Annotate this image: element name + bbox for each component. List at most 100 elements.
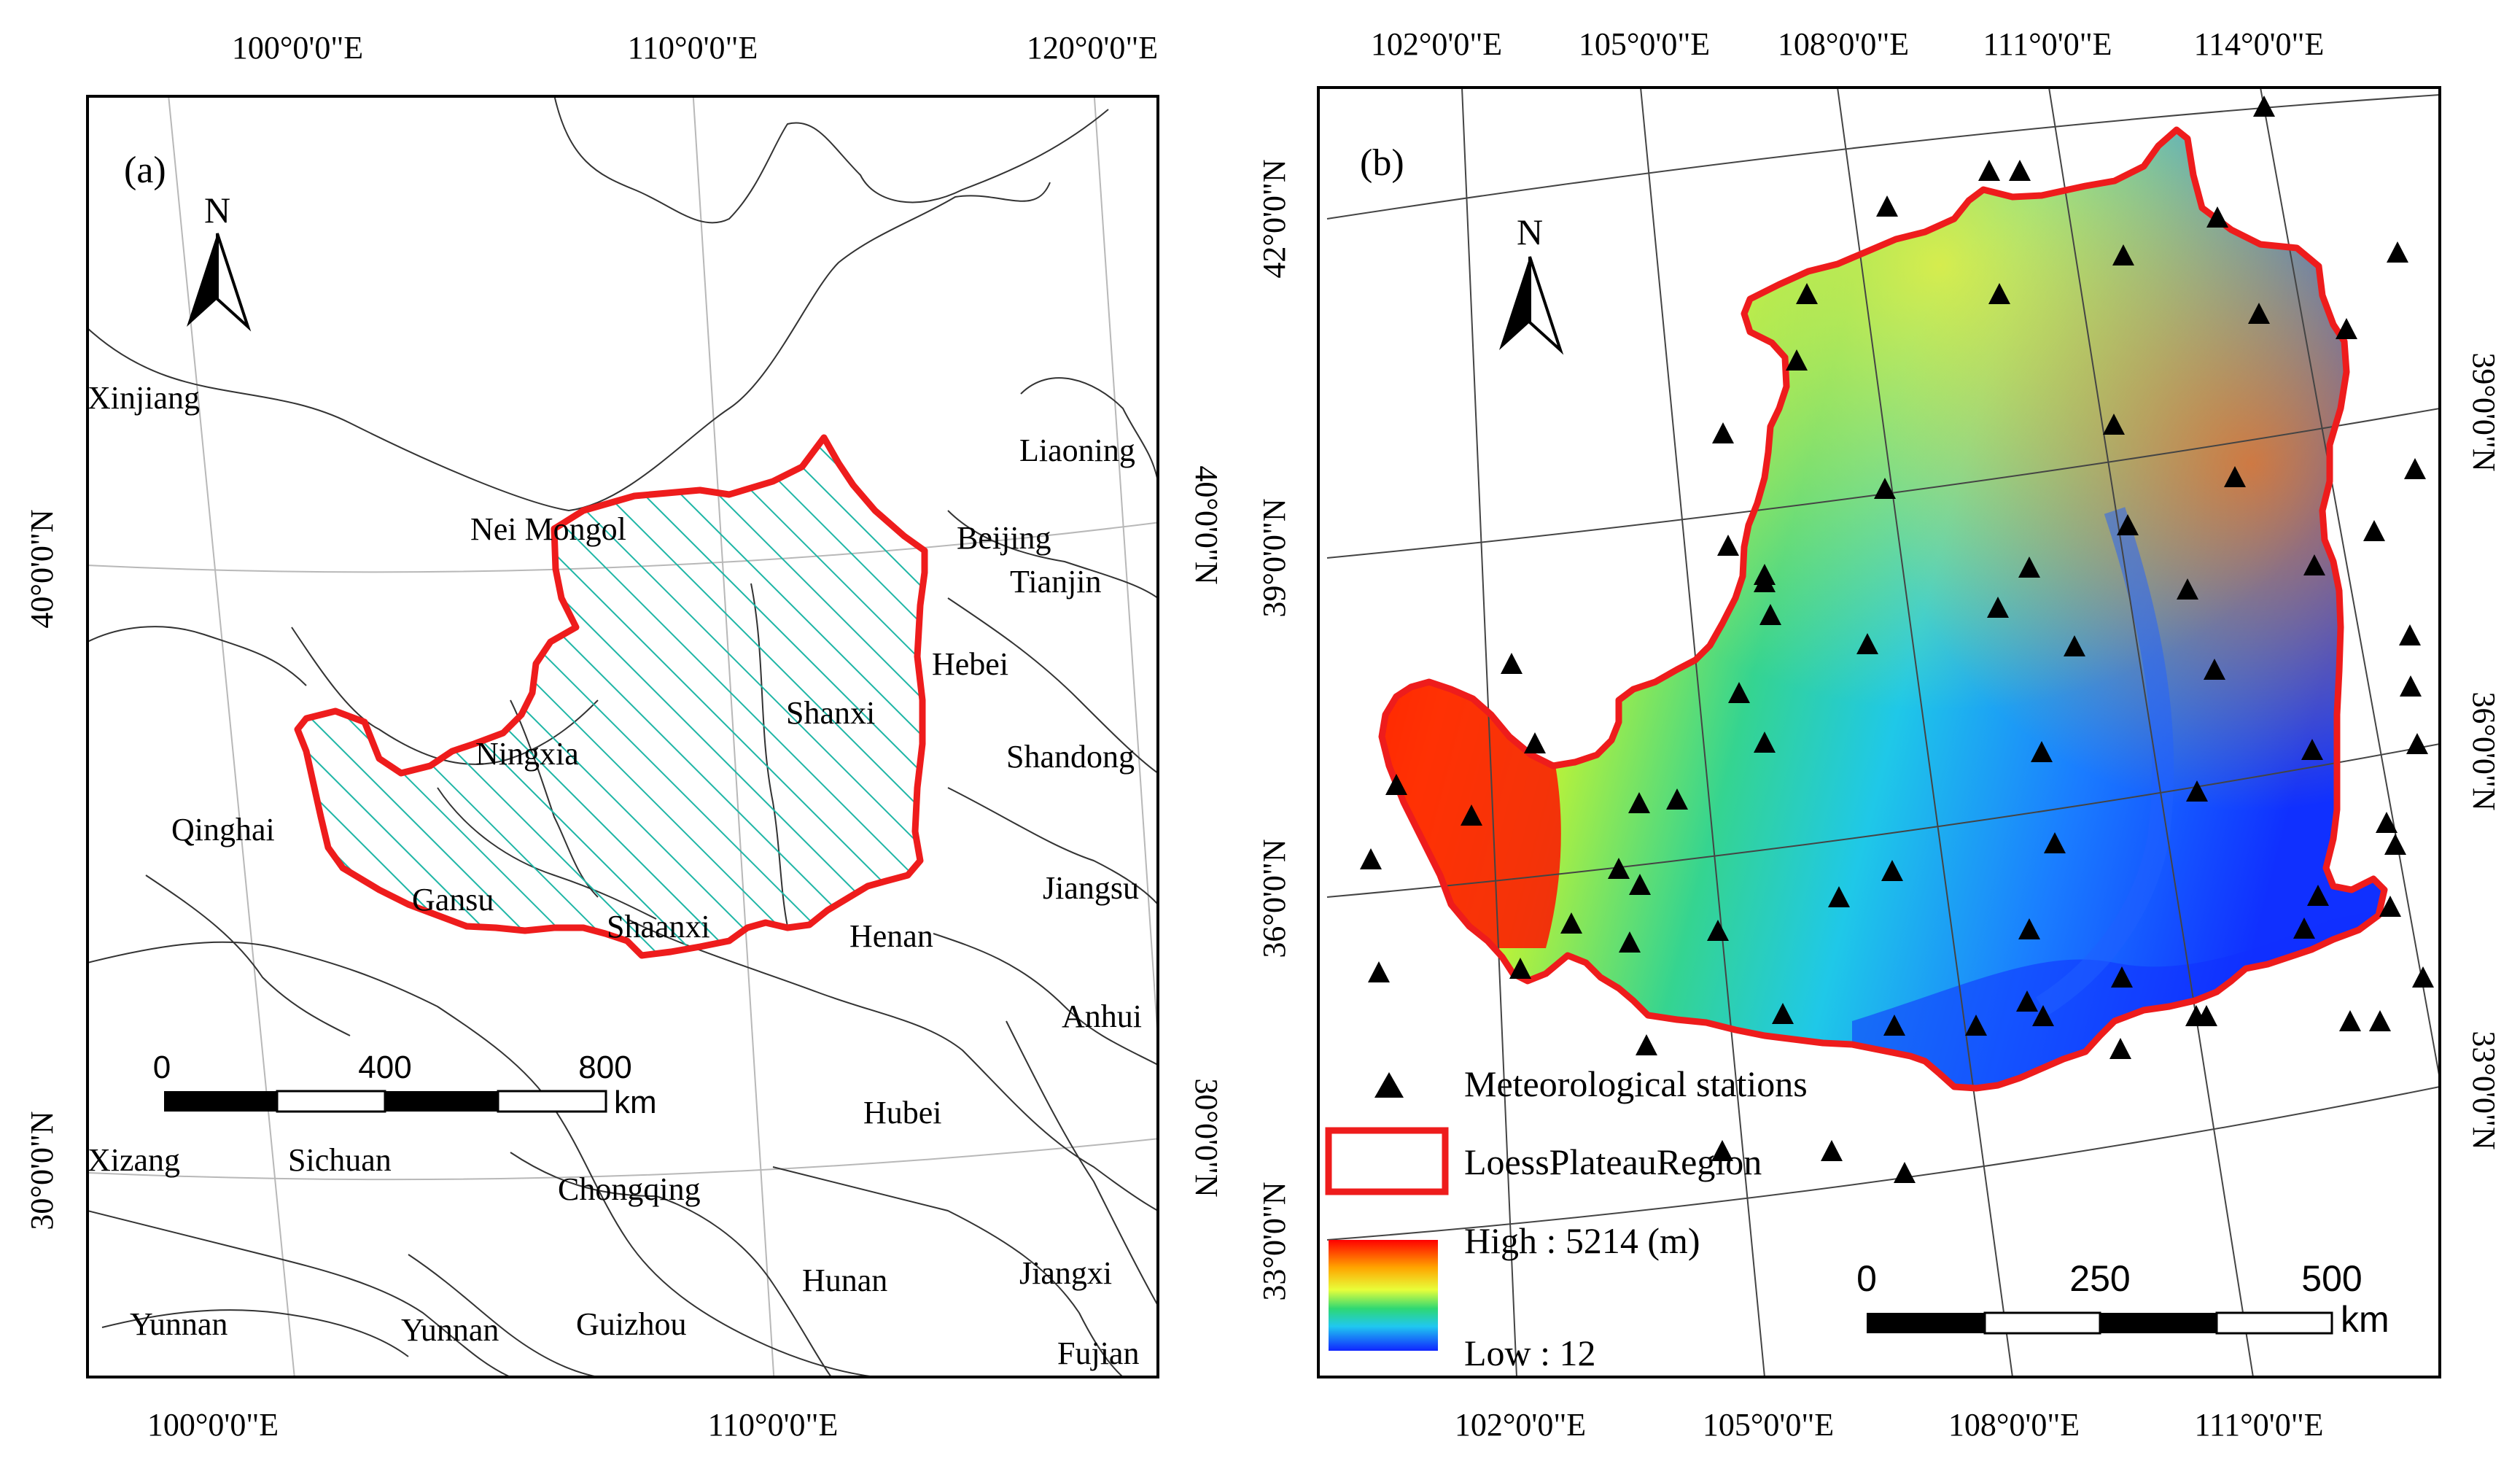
province-label-hebei: Hebei <box>932 646 1008 682</box>
panel-a-label: (a) <box>124 150 166 191</box>
panel-b-label: (b) <box>1360 142 1404 184</box>
station-icon <box>2363 520 2385 541</box>
station-icon <box>2224 466 2246 487</box>
station-markers <box>1360 96 2434 1183</box>
province-label-tianjin: Tianjin <box>1010 564 1102 600</box>
north-arrow-icon <box>187 233 252 332</box>
province-label-shanxi: Shanxi <box>786 695 875 731</box>
station-icon <box>1619 931 1641 953</box>
province-label-yunnan: Yunnan <box>130 1306 228 1342</box>
scale-a-unit: km <box>614 1085 657 1120</box>
a-top-lon-2: 120°0'0"E <box>1027 30 1158 66</box>
station-icon <box>1368 961 1390 982</box>
legend-high: High : 5214 (m) <box>1464 1220 1700 1261</box>
elevation-dem <box>1382 130 2384 1088</box>
station-icon <box>2379 896 2401 917</box>
north-arrow-icon <box>1499 256 1564 355</box>
b-top-lon-4: 114°0'0"E <box>2194 26 2325 62</box>
loess-plateau-hatched <box>294 434 928 959</box>
station-icon <box>1374 1072 1404 1098</box>
station-icon <box>2307 885 2329 906</box>
station-icon <box>1978 160 2000 181</box>
station-icon <box>1754 571 1776 592</box>
a-right-lat-1: 30°0'0"N <box>1189 1078 1224 1197</box>
b-right-lat-2: 33°0'0"N <box>2466 1031 2502 1149</box>
scale-a-tick-0: 0 <box>153 1050 171 1085</box>
b-left-lat-3: 33°0'0"N <box>1256 1182 1292 1300</box>
panel-a-coord-labels: 100°0'0"E 110°0'0"E 120°0'0"E 100°0'0"E … <box>24 30 1224 1443</box>
station-icon <box>2399 624 2421 645</box>
station-icon <box>1707 920 1729 941</box>
north-label: N <box>204 190 230 230</box>
station-icon <box>1524 732 1546 753</box>
station-icon <box>1796 283 1818 304</box>
b-bottom-lon-3: 111°0'0"E <box>2194 1407 2323 1443</box>
station-icon <box>2044 832 2066 853</box>
station-icon <box>1828 886 1850 907</box>
province-label-chongqing: Chongqing <box>558 1171 701 1207</box>
station-icon <box>2293 918 2315 939</box>
station-icon <box>2018 556 2040 578</box>
legend-stations: Meteorological stations <box>1464 1063 1808 1104</box>
a-left-lat-0: 40°0'0"N <box>24 509 60 628</box>
station-icon <box>1772 1003 1794 1024</box>
station-icon <box>2253 96 2275 117</box>
scale-bar-b: 0 250 500 km <box>1856 1258 2389 1340</box>
province-label-sichuan: Sichuan <box>288 1142 392 1178</box>
panel-b-coord-labels: 102°0'0"E 105°0'0"E 108°0'0"E 111°0'0"E … <box>1256 26 2502 1443</box>
province-label-nei-mongol: Nei Mongol <box>470 511 626 547</box>
station-icon <box>1636 1034 1657 1055</box>
station-icon <box>2064 635 2085 656</box>
station-icon <box>1717 535 1739 556</box>
station-icon <box>2117 514 2139 535</box>
station-icon <box>2406 733 2428 754</box>
province-label-anhui: Anhui <box>1062 998 1142 1034</box>
station-icon <box>2400 675 2422 697</box>
legend-low: Low : 12 <box>1464 1333 1596 1373</box>
province-label-hunan: Hunan <box>802 1263 887 1298</box>
scale-b-tick-2: 500 <box>2301 1258 2362 1299</box>
station-icon <box>2111 966 2133 988</box>
a-top-lon-0: 100°0'0"E <box>232 30 363 66</box>
scale-b-unit: km <box>2341 1299 2389 1340</box>
province-label-shandong: Shandong <box>1006 739 1135 775</box>
station-icon <box>2009 160 2031 181</box>
station-icon <box>2336 318 2357 339</box>
station-icon <box>1988 283 2010 304</box>
scale-bar-a: 0 400 800 km <box>153 1050 657 1120</box>
station-icon <box>2018 918 2040 939</box>
province-label-qinghai: Qinghai <box>171 812 275 848</box>
station-icon <box>2112 244 2134 265</box>
station-icon <box>1461 804 1482 826</box>
station-icon <box>2404 458 2426 479</box>
station-icon <box>1712 422 1734 443</box>
b-left-lat-2: 36°0'0"N <box>1256 839 1292 958</box>
station-icon <box>1883 1015 1905 1036</box>
panel-a-frame <box>86 95 1159 1378</box>
station-icon <box>1786 349 1808 371</box>
b-left-lat-1: 39°0'0"N <box>1256 498 1292 617</box>
region-outline-a <box>294 434 928 959</box>
province-label-ningxia: Ningxia <box>475 736 579 772</box>
province-label-shaanxi: Shaanxi <box>607 909 710 945</box>
elevation-ramp <box>1329 1240 1438 1351</box>
station-icon <box>1874 478 1896 499</box>
station-icon <box>1608 858 1630 879</box>
loess-plateau-boundary <box>1378 126 2388 1092</box>
station-icon <box>1385 774 1407 795</box>
a-left-lat-1: 30°0'0"N <box>24 1111 60 1230</box>
region-outline-b <box>1378 126 2388 1092</box>
station-icon <box>1759 604 1781 625</box>
province-label-henan: Henan <box>849 918 933 954</box>
station-icon <box>2387 241 2408 263</box>
province-label-hubei: Hubei <box>863 1095 942 1130</box>
station-icon <box>2016 990 2038 1012</box>
province-label-xinjiang: Xinjiang <box>88 380 200 416</box>
station-icon <box>2206 206 2228 228</box>
a-bottom-lon-0: 100°0'0"E <box>147 1407 279 1443</box>
station-icon <box>2339 1010 2361 1031</box>
station-icon <box>1894 1162 1916 1183</box>
station-icon <box>1628 792 1650 813</box>
station-icon <box>2204 659 2225 680</box>
station-icon <box>1728 682 1750 703</box>
